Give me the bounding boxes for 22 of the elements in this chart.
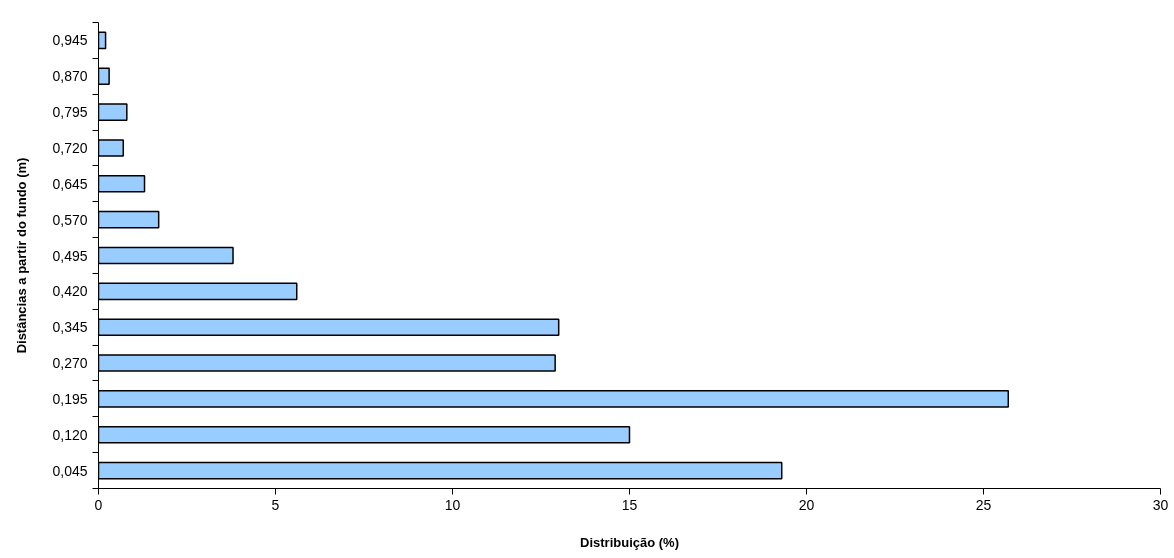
- y-tick-label: 0,345: [52, 319, 88, 336]
- y-tick-label: 0,120: [52, 426, 88, 443]
- x-tick-label: 20: [798, 496, 815, 513]
- y-tick-label: 0,495: [52, 247, 88, 264]
- y-tick-label: 0,195: [52, 390, 88, 407]
- x-tick-label: 15: [621, 496, 638, 513]
- y-tick-label: 0,270: [52, 355, 88, 372]
- y-tick-label: 0,795: [52, 104, 88, 121]
- x-axis-title: Distribuição (%): [580, 534, 679, 550]
- y-tick-label: 0,720: [52, 139, 88, 156]
- x-tick-label: 0: [94, 496, 103, 513]
- y-tick-label: 0,945: [52, 32, 88, 49]
- y-tick-label: 0,045: [52, 462, 88, 479]
- y-tick-label: 0,420: [52, 283, 88, 300]
- x-tick-label: 30: [1152, 496, 1169, 513]
- x-tick-label: 25: [975, 496, 992, 513]
- y-tick-label: 0,570: [52, 211, 88, 228]
- x-tick-label: 10: [444, 496, 461, 513]
- y-tick-label: 0,870: [52, 68, 88, 85]
- x-tick-label: 5: [271, 496, 280, 513]
- y-tick-label: 0,645: [52, 175, 88, 192]
- y-axis-title: Distâncias a partir do fundo (m): [14, 157, 30, 354]
